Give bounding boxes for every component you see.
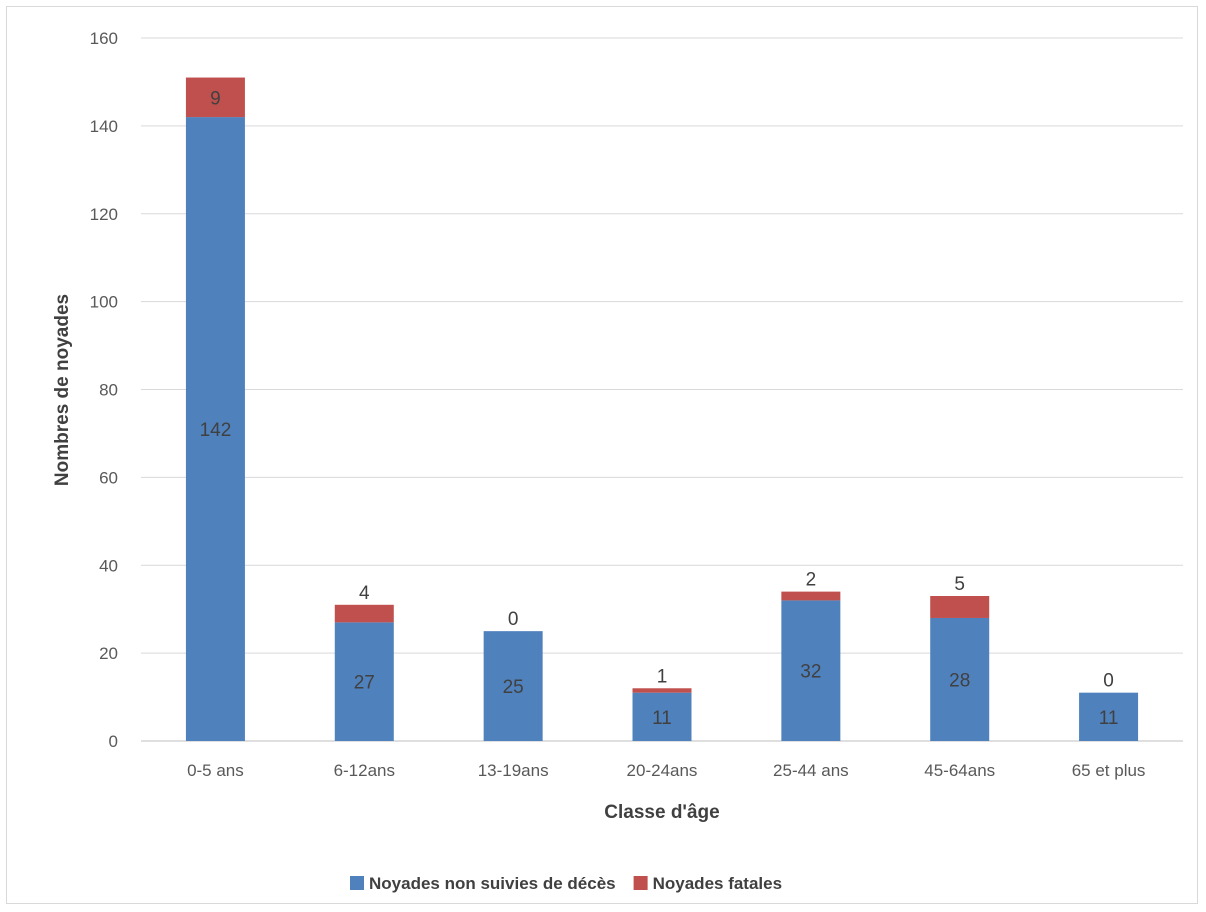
legend: Noyades non suivies de décès Noyades fata… [350,874,782,893]
legend-item: Noyades non suivies de décès [350,874,616,893]
bar-non-fatal [334,622,394,741]
x-tick-label: 25-44 ans [773,761,849,780]
data-label-non-fatal: 27 [354,673,375,694]
legend-label: Noyades non suivies de décès [369,874,616,893]
gridlines [141,37,1183,742]
bar-fatal [781,591,841,601]
data-label-fatal: 2 [806,570,817,591]
x-tick-label: 0-5 ans [187,761,244,780]
legend-item: Noyades fatales [633,874,782,893]
legend-label: Noyades fatales [653,874,782,893]
x-tick-label: 13-19ans [478,761,549,780]
y-tick-label: 80 [99,381,118,400]
bar-non-fatal [483,631,543,741]
bar-non-fatal [781,600,841,741]
data-label-fatal: 0 [1103,671,1114,692]
y-tick-label: 40 [99,556,118,575]
bar-non-fatal [1079,692,1139,741]
y-tick-label: 0 [109,732,118,751]
x-tick-label: 65 et plus [1072,761,1146,780]
x-axis-title: Classe d'âge [604,802,719,823]
bar-fatal [185,77,245,118]
y-tick-label: 120 [90,205,118,224]
data-label-fatal: 5 [954,574,965,595]
bar-non-fatal [185,117,245,741]
data-label-non-fatal: 28 [949,670,970,691]
legend-swatch [350,876,364,890]
y-axis-ticks: 0 20 40 60 80 100 120 140 160 [90,29,118,751]
data-label-fatal: 1 [657,666,668,687]
bars [185,77,1139,741]
x-tick-label: 45-64ans [924,761,995,780]
legend-swatch [633,876,648,890]
bar-non-fatal [930,617,990,741]
y-tick-label: 140 [90,117,118,136]
data-label-fatal: 0 [508,609,519,630]
y-tick-label: 100 [90,293,118,312]
data-label-fatal: 9 [210,88,221,109]
bar-fatal [930,596,990,618]
bar-fatal [632,688,692,693]
y-axis-title: Nombres de noyades [52,294,73,486]
data-label-non-fatal: 11 [652,708,672,729]
data-label-non-fatal: 25 [503,677,524,698]
x-tick-label: 20-24ans [627,761,698,780]
x-tick-label: 6-12ans [334,761,395,780]
y-tick-label: 160 [90,29,118,48]
x-axis-ticks: 0-5 ans 6-12ans 13-19ans 20-24ans 25-44 ans 4… [187,761,1145,780]
y-tick-label: 20 [99,644,118,663]
data-label-non-fatal: 11 [1099,708,1119,729]
data-label-non-fatal: 32 [800,662,821,683]
bar-non-fatal [632,692,692,741]
y-tick-label: 60 [99,468,118,487]
data-label-fatal: 4 [359,583,370,604]
bar-fatal [334,604,394,623]
data-label-non-fatal: 142 [200,420,232,441]
